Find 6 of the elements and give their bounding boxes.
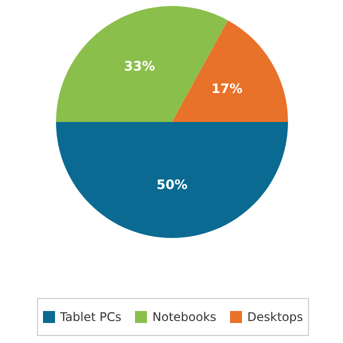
legend-label: Tablet PCs <box>60 310 122 324</box>
legend-label: Notebooks <box>152 310 216 324</box>
data-label: 50% <box>156 178 188 194</box>
legend-label: Desktops <box>247 310 304 324</box>
data-label: 17% <box>211 82 242 97</box>
data-label: 33% <box>124 59 156 74</box>
